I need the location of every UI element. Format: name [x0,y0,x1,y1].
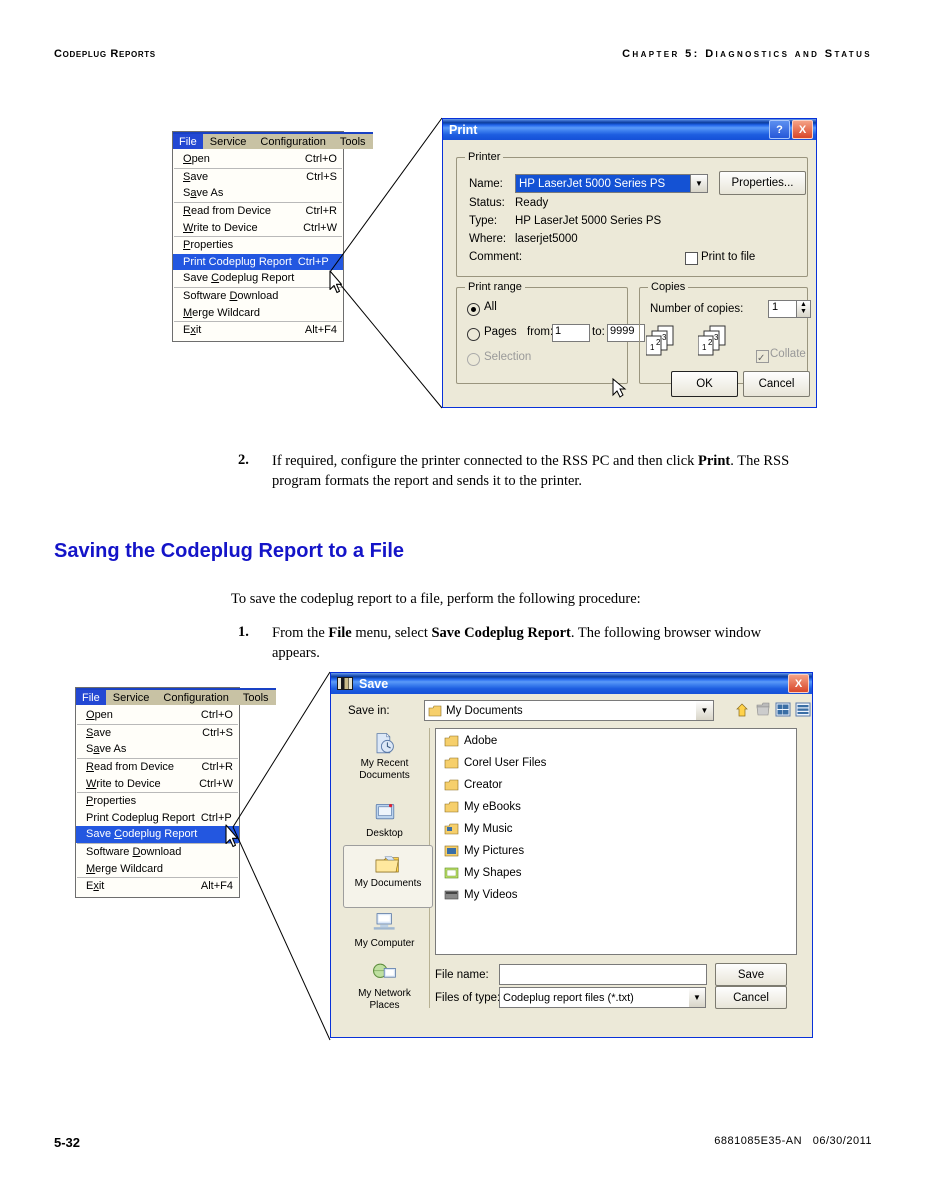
svg-text:2: 2 [656,338,661,347]
svg-text:2: 2 [708,338,713,347]
svg-text:1: 1 [650,343,655,352]
svg-text:3: 3 [662,333,667,342]
svg-text:3: 3 [714,333,719,342]
svg-text:1: 1 [702,343,707,352]
